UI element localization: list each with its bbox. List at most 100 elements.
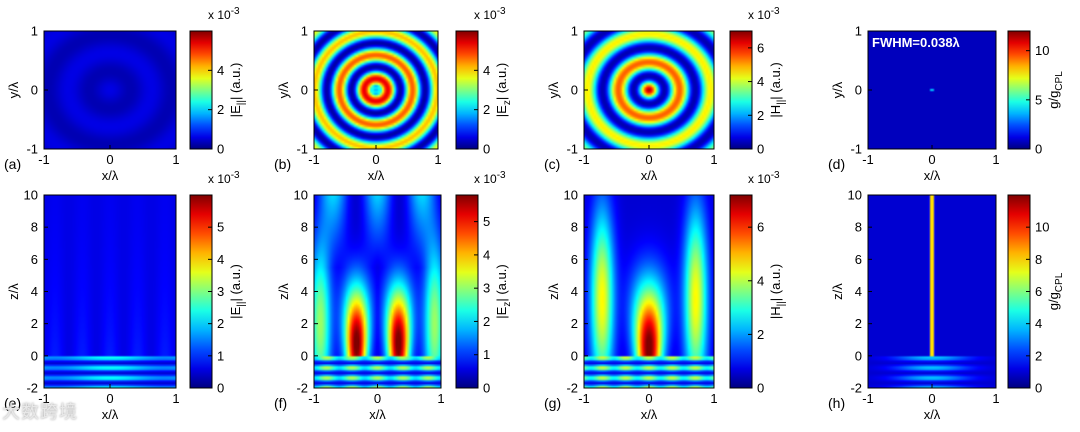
x-tick-label: 0	[928, 391, 935, 406]
y-tick-label: 2	[31, 316, 38, 331]
colorbar-tick-label: 2	[483, 102, 490, 117]
colorbar-label: |E||| (a.u.)	[228, 63, 247, 118]
colorbar-label: |H||| (a.u.)	[768, 62, 787, 117]
colorbar-label: g/gCPL	[1046, 71, 1065, 109]
colorbar: 0 2 4 6 8 10 g/gCPL	[1007, 194, 1065, 396]
y-tick-label: 0	[31, 83, 38, 98]
y-tick-label: 0	[855, 83, 862, 98]
x-axis-label: x/λ	[368, 168, 385, 183]
x-tick-label: -1	[308, 152, 320, 167]
y-tick-label: 4	[855, 284, 862, 299]
y-axis-label: z/λ	[830, 283, 845, 300]
colorbar-tick-label: 0	[483, 381, 490, 396]
x-axis-label: x/λ	[641, 407, 658, 422]
y-tick-label: 8	[301, 220, 308, 235]
x-tick-label: 1	[710, 152, 717, 167]
colorbar-label: |Ez| (a.u.)	[494, 63, 513, 117]
panel-h: -1 0 1 -2 0 2 4 6 8 10 x/λ z/λ (h) 0 2 4 6 8 10 g/gCPL	[828, 188, 1065, 423]
colorbar-tick-label: 2	[483, 314, 490, 329]
colorbar-label: |H||| (a.u.)	[768, 264, 787, 319]
fwhm-annotation: FWHM=0.038λ	[872, 35, 961, 50]
x-tick-label: -1	[38, 152, 50, 167]
panel-e: -1 0 1 -2 0 2 4 6 8 10 x/λ z/λ (e) 0 1 2 3 4 5 x 10-3 |E||| …	[4, 170, 247, 422]
panel-tag: (g)	[544, 395, 561, 411]
y-tick-label: 2	[301, 316, 308, 331]
heatmap-image	[314, 195, 441, 388]
colorbar-tick-label: 0	[217, 142, 224, 157]
x-tick-label: 0	[106, 391, 113, 406]
colorbar-label: |Ez| (a.u.)	[494, 264, 513, 318]
y-tick-label: 1	[31, 24, 38, 39]
y-axis-label: y/λ	[276, 81, 291, 98]
panel-f: -1 0 1 -2 0 2 4 6 8 10 x/λ z/λ (f) 0 1 2 3 4 5 x 10-3 |Ez| (…	[274, 170, 513, 422]
colorbar-tick-label: 2	[217, 316, 224, 331]
colorbar-exponent: x 10-3	[474, 170, 506, 186]
y-tick-label: 0	[855, 348, 862, 363]
colorbar-tick-label: 0	[757, 142, 764, 157]
heatmap-image	[868, 31, 996, 149]
colorbar-tick-label: 4	[217, 252, 224, 267]
y-tick-label: 0	[31, 348, 38, 363]
y-tick-label: 6	[301, 252, 308, 267]
colorbar-exponent: x 10-3	[748, 6, 780, 22]
colorbar: 0 1 2 3 4 5 x 10-3 |E||| (a.u.)	[189, 170, 247, 396]
panel-tag: (c)	[544, 156, 560, 172]
panel-tag: (b)	[274, 156, 291, 172]
x-tick-label: -1	[862, 152, 874, 167]
y-tick-label: 1	[855, 24, 862, 39]
colorbar-tick-label: 4	[757, 74, 764, 89]
x-tick-label: 0	[645, 152, 652, 167]
y-tick-label: -1	[26, 142, 38, 157]
colorbar-tick-label: 0	[1035, 142, 1042, 157]
y-tick-label: 0	[301, 83, 308, 98]
colorbar-tick-label: 4	[1035, 316, 1042, 331]
y-axis-label: z/λ	[546, 283, 561, 300]
x-tick-label: 1	[172, 152, 179, 167]
heatmap-image	[44, 195, 176, 388]
x-axis-label: x/λ	[102, 168, 119, 183]
x-tick-label: -1	[578, 152, 590, 167]
colorbar: 0 2 4 6 x 10-3 |H||| (a.u.)	[729, 170, 787, 396]
y-tick-label: 8	[855, 220, 862, 235]
x-tick-label: 1	[172, 391, 179, 406]
y-tick-label: 4	[301, 284, 308, 299]
colorbar-gradient	[189, 30, 213, 150]
heatmap-image	[584, 195, 714, 388]
panel-c: -1 0 1 -1 0 1 x/λ y/λ (c) 0 2 4 6 x 10-3 |H||| (a.u.)	[544, 6, 787, 183]
colorbar-exponent: x 10-3	[748, 170, 780, 186]
x-tick-label: 1	[437, 391, 444, 406]
colorbar: 0 5 10 g/gCPL	[1007, 30, 1065, 157]
x-tick-label: 0	[372, 152, 379, 167]
x-tick-label: 0	[928, 152, 935, 167]
colorbar: 0 2 4 x 10-3 |Ez| (a.u.)	[455, 6, 513, 157]
colorbar-exponent: x 10-3	[208, 6, 240, 22]
y-tick-label: 2	[571, 316, 578, 331]
y-axis-label: z/λ	[276, 283, 291, 300]
y-tick-label: 8	[31, 220, 38, 235]
x-tick-label: 0	[645, 391, 652, 406]
colorbar-tick-label: 6	[1035, 284, 1042, 299]
y-tick-label: -2	[26, 381, 38, 396]
colorbar-exponent: x 10-3	[208, 170, 240, 186]
colorbar: 0 2 4 x 10-3 |E||| (a.u.)	[189, 6, 247, 157]
colorbar-tick-label: 6	[757, 220, 764, 235]
y-tick-label: -1	[296, 142, 308, 157]
y-tick-label: -1	[850, 142, 862, 157]
y-tick-label: -2	[566, 381, 578, 396]
y-tick-label: 0	[571, 83, 578, 98]
y-tick-label: -2	[296, 381, 308, 396]
y-tick-label: 8	[571, 220, 578, 235]
panel-g: -1 0 1 -2 0 2 4 6 8 10 x/λ z/λ (g) 0 2 4 6 x 10-3 |H||| (a…	[544, 170, 787, 422]
x-tick-label: 1	[710, 391, 717, 406]
colorbar-tick-label: 10	[1035, 43, 1049, 58]
x-tick-label: -1	[862, 391, 874, 406]
colorbar-tick-label: 10	[1035, 220, 1049, 235]
colorbar: 0 1 2 3 4 5 x 10-3 |Ez| (a.u.)	[455, 170, 513, 396]
panel-b: -1 0 1 -1 0 1 x/λ y/λ (b) 0 2 4 x 10-3 |Ez| (a.u.)	[274, 6, 513, 183]
y-tick-label: 10	[294, 188, 308, 203]
colorbar-gradient	[455, 30, 479, 150]
y-tick-label: 0	[571, 348, 578, 363]
colorbar-gradient	[455, 194, 479, 389]
colorbar-tick-label: 5	[1035, 92, 1042, 107]
